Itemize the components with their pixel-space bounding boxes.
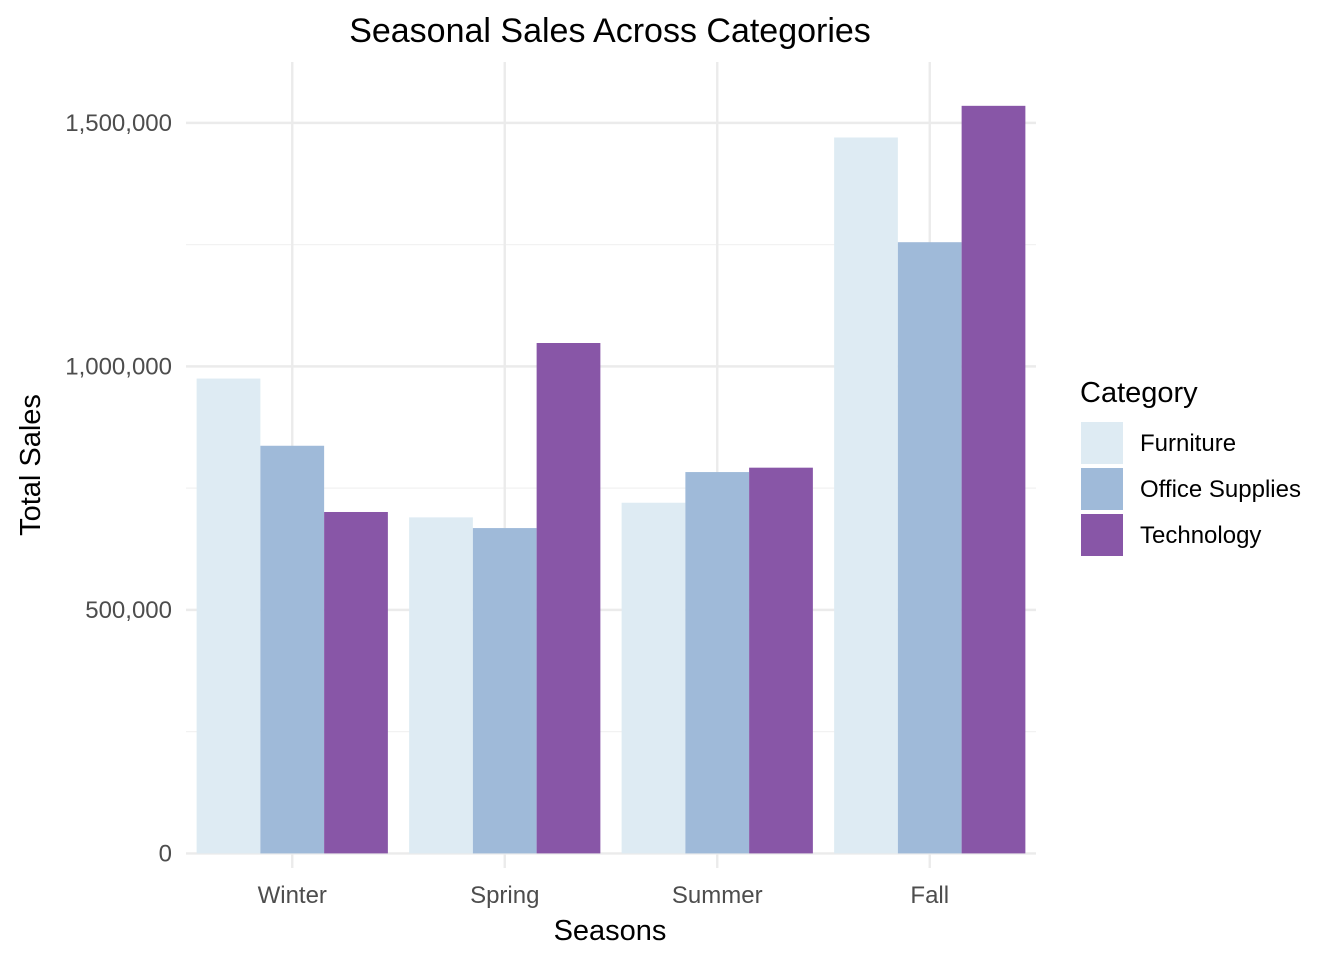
bar-winter-office-supplies <box>260 445 325 854</box>
y-tick-label: 500,000 <box>85 597 172 624</box>
y-tick-label: 0 <box>159 840 172 867</box>
bar-fall-furniture <box>834 137 898 854</box>
bar-spring-furniture <box>409 517 473 854</box>
legend-label: Office Supplies <box>1140 476 1301 503</box>
x-tick-label: Winter <box>258 882 327 909</box>
legend-key-office-supplies <box>1081 468 1123 510</box>
bar-summer-office-supplies <box>685 472 750 854</box>
bar-spring-office-supplies <box>472 528 537 854</box>
x-tick-label: Summer <box>672 882 763 909</box>
y-tick-label: 1,500,000 <box>65 110 172 137</box>
bar-summer-technology <box>749 467 813 854</box>
bar-winter-technology <box>324 511 388 854</box>
legend-label: Furniture <box>1140 430 1236 457</box>
legend-key-technology <box>1081 514 1123 556</box>
legend-title: Category <box>1080 377 1198 409</box>
x-tick-label: Fall <box>910 882 949 909</box>
y-axis-title: Total Sales <box>15 394 47 536</box>
legend-label: Technology <box>1140 522 1261 549</box>
plot-area: 0 500,000 1,000,000 1,500,000 Winter Spring Su… <box>65 62 1036 909</box>
legend-key-furniture <box>1081 422 1123 464</box>
x-tick-label: Spring <box>470 882 539 909</box>
bar-spring-technology <box>536 343 601 854</box>
bar-fall-technology <box>961 105 1026 854</box>
bar-summer-furniture <box>621 502 686 854</box>
y-tick-label: 1,000,000 <box>65 353 172 380</box>
bar-winter-furniture <box>196 378 261 854</box>
bar-fall-office-supplies <box>897 242 962 854</box>
legend: Category Furniture Office Supplies Technol… <box>1080 377 1301 556</box>
chart-title: Seasonal Sales Across Categories <box>349 12 871 50</box>
x-axis-title: Seasons <box>554 915 667 947</box>
